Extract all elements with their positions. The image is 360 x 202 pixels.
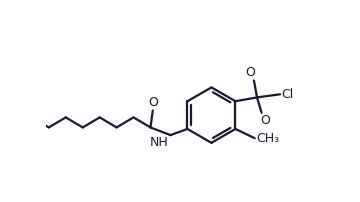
Text: Cl: Cl	[282, 88, 294, 101]
Text: NH: NH	[150, 136, 169, 149]
Text: O: O	[148, 96, 158, 109]
Text: O: O	[261, 114, 270, 127]
Text: CH₃: CH₃	[256, 132, 279, 145]
Text: O: O	[245, 66, 255, 79]
